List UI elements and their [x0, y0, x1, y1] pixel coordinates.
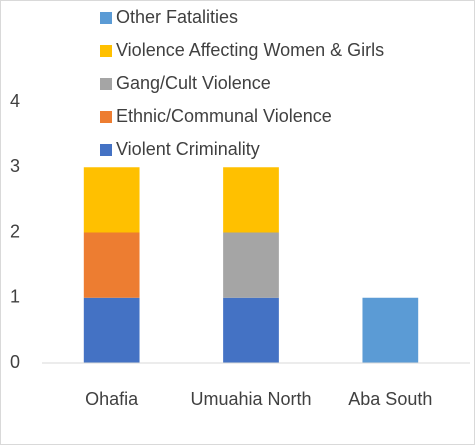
bar-segment [223, 167, 279, 233]
y-tick-label: 3 [10, 156, 20, 176]
legend-swatch [100, 144, 112, 156]
bar-segment [83, 297, 140, 363]
legend-label: Violent Criminality [116, 139, 260, 159]
legend-label: Violence Affecting Women & Girls [116, 40, 384, 60]
legend-swatch [100, 78, 112, 90]
y-tick-label: 2 [10, 221, 20, 241]
legend-swatch [100, 45, 112, 57]
legend-label: Other Fatalities [116, 7, 238, 27]
bar-segment [362, 297, 419, 363]
bar-segment [83, 167, 140, 233]
legend-swatch [100, 12, 112, 24]
x-tick-label: Ohafia [85, 389, 139, 409]
bar-segment [223, 232, 279, 298]
bar-segment [223, 297, 279, 363]
x-tick-label: Umuahia North [190, 389, 311, 409]
x-tick-label: Aba South [348, 389, 432, 409]
legend-swatch [100, 111, 112, 123]
y-tick-label: 1 [10, 287, 20, 307]
legend-label: Ethnic/Communal Violence [116, 106, 332, 126]
legend-label: Gang/Cult Violence [116, 73, 271, 93]
y-tick-label: 0 [10, 352, 20, 372]
bar-segment [83, 232, 140, 298]
y-tick-label: 4 [10, 91, 20, 111]
